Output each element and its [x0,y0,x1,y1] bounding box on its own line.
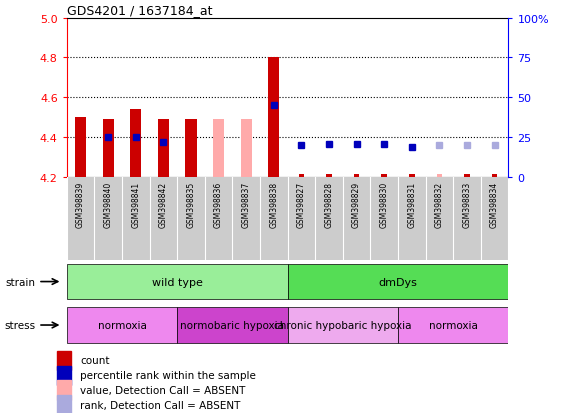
Text: GSM398834: GSM398834 [490,182,499,228]
Text: normoxia: normoxia [98,320,146,330]
Text: GSM398827: GSM398827 [297,182,306,228]
Bar [288,264,508,299]
Bar [67,308,177,343]
Bar [75,118,86,178]
Text: strain: strain [6,277,36,287]
Bar [327,175,332,178]
Text: GSM398842: GSM398842 [159,182,168,228]
Bar [409,175,415,178]
Bar [288,308,398,343]
Text: GSM398835: GSM398835 [187,182,195,228]
Text: GSM398833: GSM398833 [462,182,471,228]
Text: stress: stress [5,320,36,330]
Text: normoxia: normoxia [429,320,478,330]
Bar [130,110,141,178]
Bar [57,366,71,385]
Bar [354,175,359,178]
Bar [492,175,497,178]
Text: GSM398836: GSM398836 [214,182,223,228]
Bar [57,380,71,399]
Text: value, Detection Call = ABSENT: value, Detection Call = ABSENT [80,385,245,395]
Text: GSM398831: GSM398831 [407,182,416,228]
Text: GSM398841: GSM398841 [131,182,140,228]
Text: GSM398839: GSM398839 [76,182,85,228]
Bar [177,308,288,343]
Bar [464,175,469,178]
Text: dmDys: dmDys [379,277,417,287]
Text: GSM398832: GSM398832 [435,182,444,228]
Bar [158,120,169,178]
Text: GSM398837: GSM398837 [242,182,250,228]
Bar [67,264,288,299]
Text: GSM398828: GSM398828 [325,182,333,228]
Bar [241,120,252,178]
Bar [213,120,224,178]
Text: GSM398838: GSM398838 [270,182,278,228]
Text: GSM398829: GSM398829 [352,182,361,228]
Text: percentile rank within the sample: percentile rank within the sample [80,370,256,380]
Bar [185,120,196,178]
Text: GSM398840: GSM398840 [104,182,113,228]
Bar [299,175,304,178]
Bar [57,351,71,370]
Text: chronic hypobaric hypoxia: chronic hypobaric hypoxia [274,320,411,330]
Text: GDS4201 / 1637184_at: GDS4201 / 1637184_at [67,5,212,17]
Text: normobaric hypoxia: normobaric hypoxia [180,320,285,330]
Text: wild type: wild type [152,277,203,287]
Text: GSM398830: GSM398830 [380,182,389,228]
Bar [398,308,508,343]
Text: rank, Detection Call = ABSENT: rank, Detection Call = ABSENT [80,400,241,410]
Bar [57,395,71,413]
Text: count: count [80,356,109,366]
Bar [437,175,442,178]
Bar [381,175,387,178]
Bar [268,58,279,178]
Bar [103,120,114,178]
